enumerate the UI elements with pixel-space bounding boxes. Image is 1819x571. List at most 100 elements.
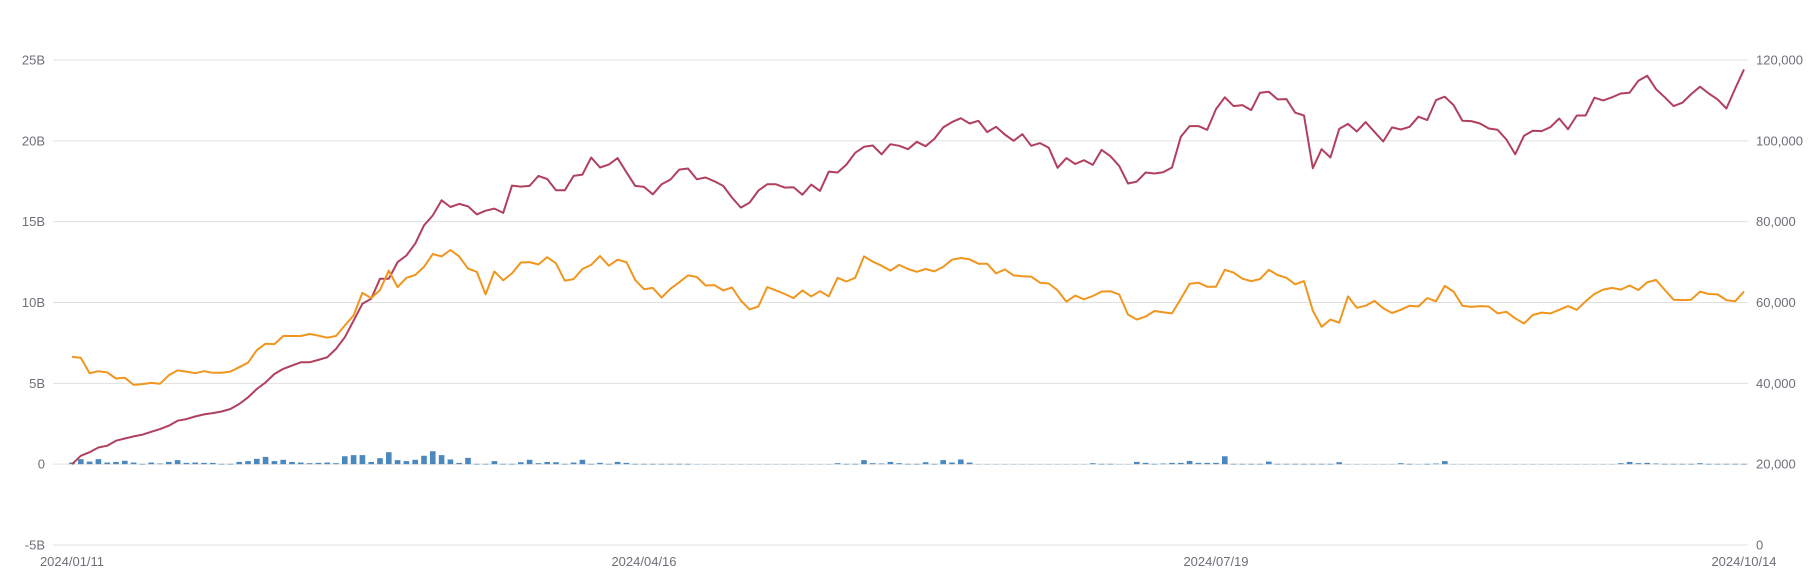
bar	[1248, 463, 1254, 465]
bar	[1186, 460, 1193, 465]
bar	[632, 463, 638, 465]
bar	[1063, 464, 1070, 465]
y-left-tick-label: 15B	[22, 214, 45, 229]
y-right-tick-label: 40,000	[1756, 376, 1796, 391]
y-right-tick-label: 100,000	[1756, 133, 1803, 148]
bar	[1706, 463, 1712, 465]
bar	[1310, 463, 1316, 465]
bar	[166, 461, 172, 465]
bar	[465, 457, 471, 465]
bar	[1230, 463, 1237, 465]
bar	[746, 464, 753, 465]
bar	[614, 461, 621, 465]
bar	[914, 463, 920, 465]
bar	[1653, 463, 1659, 465]
bar	[1019, 464, 1026, 465]
y-right-tick-label: 20,000	[1756, 457, 1796, 472]
bar	[861, 460, 867, 465]
bar	[333, 463, 339, 465]
x-tick-label: 2024/07/19	[1183, 554, 1248, 569]
bar	[1257, 463, 1263, 465]
bar	[711, 464, 718, 465]
bar	[667, 463, 674, 465]
bar	[1222, 456, 1228, 465]
bar	[1679, 463, 1686, 465]
bar	[130, 462, 137, 465]
bar	[782, 464, 788, 465]
bar	[1697, 463, 1703, 465]
bar	[1054, 464, 1061, 465]
bar	[878, 463, 885, 465]
bar	[368, 461, 374, 465]
y-right-tick-label: 80,000	[1756, 214, 1796, 229]
bar	[1283, 463, 1290, 465]
bar	[86, 461, 93, 465]
bar	[1204, 462, 1210, 465]
bar	[174, 460, 181, 465]
bar	[641, 463, 647, 465]
bar	[1213, 462, 1219, 465]
bar	[377, 458, 383, 465]
bar	[896, 463, 902, 465]
bar	[1600, 464, 1606, 465]
bar	[386, 452, 392, 465]
bar	[350, 455, 357, 465]
bar	[808, 464, 814, 465]
bar	[254, 458, 260, 465]
bar	[1424, 463, 1430, 465]
bar	[1142, 462, 1149, 465]
bar	[236, 461, 242, 465]
bar	[1468, 464, 1474, 465]
bar	[148, 462, 154, 465]
bar	[1292, 463, 1298, 465]
bar	[1389, 464, 1395, 465]
bar	[1565, 464, 1571, 465]
bar	[1635, 463, 1642, 465]
bar	[597, 462, 603, 465]
bar	[1239, 463, 1246, 465]
y-left-tick-label: 20B	[22, 133, 45, 148]
bar	[1732, 463, 1738, 465]
bar	[1354, 464, 1360, 465]
bar	[1028, 464, 1034, 465]
y-left-tick-label: 10B	[22, 295, 45, 310]
bar	[940, 460, 946, 465]
y-axis-right: 0 20,000 40,000 60,000 80,000 100,000 120,000	[1756, 53, 1803, 553]
bar	[984, 464, 990, 465]
bar	[993, 464, 999, 465]
bar	[764, 464, 770, 465]
bar	[870, 463, 876, 465]
bar	[271, 461, 278, 465]
bar	[95, 459, 102, 465]
bar	[1002, 464, 1008, 465]
y-right-tick-label: 0	[1756, 538, 1763, 553]
bar	[931, 463, 938, 465]
bar	[588, 463, 594, 465]
x-tick-label: 2024/01/11	[40, 554, 104, 569]
y-left-tick-label: 25B	[22, 53, 45, 68]
bar	[78, 459, 84, 465]
bar	[218, 463, 225, 465]
bar	[570, 462, 577, 465]
bar	[702, 464, 709, 465]
line-series	[71, 68, 1745, 465]
bar	[306, 463, 313, 465]
bar	[966, 462, 973, 465]
bar	[535, 463, 542, 465]
bar	[482, 463, 489, 465]
bar	[1169, 462, 1175, 465]
y-left-tick-label: -5B	[25, 538, 45, 553]
bar	[394, 460, 401, 465]
bar	[1046, 464, 1052, 465]
bar	[1477, 464, 1483, 465]
bar	[1134, 461, 1140, 465]
bar	[509, 463, 515, 465]
bar	[544, 461, 550, 465]
bar	[1450, 464, 1457, 465]
bar	[1626, 461, 1633, 465]
bar	[1723, 463, 1730, 465]
bar	[1538, 464, 1545, 465]
y-axis-left: -5B 0 5B 10B 15B 20B 25B	[22, 53, 45, 553]
bar	[676, 463, 682, 465]
bar	[553, 462, 559, 465]
